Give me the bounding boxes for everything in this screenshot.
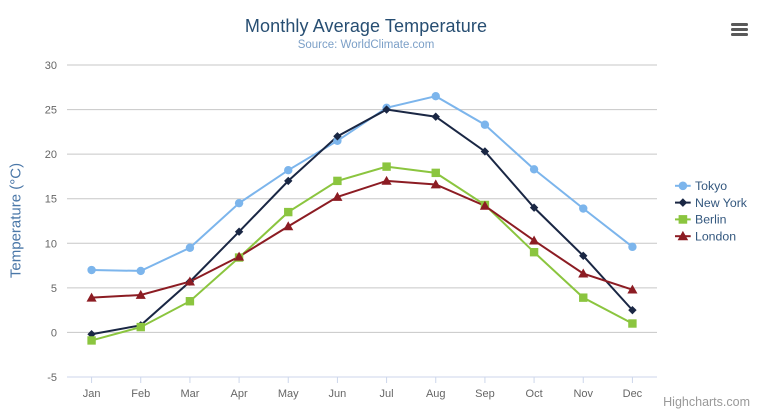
svg-text:25: 25: [45, 105, 57, 117]
svg-text:Jul: Jul: [380, 388, 394, 400]
svg-text:New York: New York: [695, 196, 748, 210]
svg-text:Aug: Aug: [426, 388, 446, 400]
svg-text:Jun: Jun: [329, 388, 347, 400]
svg-text:30: 30: [45, 60, 57, 72]
svg-text:London: London: [695, 230, 736, 244]
svg-text:Tokyo: Tokyo: [695, 179, 727, 193]
svg-text:Feb: Feb: [131, 388, 150, 400]
svg-text:Jan: Jan: [83, 388, 101, 400]
svg-text:Dec: Dec: [623, 388, 643, 400]
svg-text:Sep: Sep: [475, 388, 495, 400]
svg-text:Berlin: Berlin: [695, 213, 727, 227]
svg-text:0: 0: [51, 327, 57, 339]
svg-text:Apr: Apr: [231, 388, 248, 400]
svg-text:Oct: Oct: [526, 388, 543, 400]
svg-text:20: 20: [45, 149, 57, 161]
svg-text:15: 15: [45, 194, 57, 206]
svg-text:May: May: [278, 388, 299, 400]
svg-text:-5: -5: [47, 372, 57, 384]
svg-text:Nov: Nov: [573, 388, 593, 400]
svg-text:10: 10: [45, 238, 57, 250]
svg-text:Mar: Mar: [180, 388, 199, 400]
svg-text:5: 5: [51, 283, 57, 295]
